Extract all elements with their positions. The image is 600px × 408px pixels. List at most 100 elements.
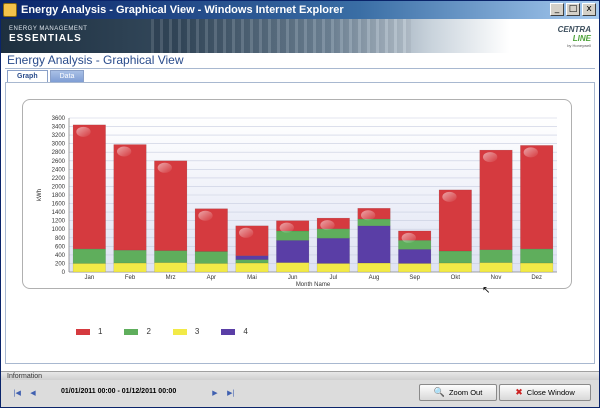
bar-highlight [442, 191, 457, 202]
y-tick-label: 3400 [52, 125, 66, 131]
x-tick-label: Jul [329, 275, 337, 281]
bar-series-3 [316, 263, 350, 273]
bar-series-2 [316, 228, 350, 239]
x-tick-label: Nov [491, 275, 502, 281]
legend-item[interactable]: 1 [76, 327, 102, 336]
close-window-button[interactable]: ✖ Close Window [499, 384, 591, 401]
tab-graph[interactable]: Graph [7, 70, 48, 82]
bar-highlight [360, 210, 376, 221]
legend-swatch-2 [124, 328, 139, 335]
close-x-icon: ✖ [515, 387, 523, 398]
bar-highlight [401, 232, 416, 243]
bar-series-1 [113, 144, 147, 251]
legend-label-4: 4 [243, 327, 248, 336]
centraline-logo: CENTRA LINE by Honeywell [543, 23, 591, 51]
bar-series-3 [194, 263, 228, 273]
ie-icon [3, 3, 17, 17]
bar-series-1 [154, 160, 188, 251]
bar-series-2 [72, 248, 106, 264]
bar-highlight [279, 222, 294, 233]
view-tabs: Graph Data [7, 70, 85, 82]
y-tick-label: 1600 [52, 202, 66, 208]
x-tick-label: Feb [125, 275, 136, 281]
graph-panel: 0 200 400 600 800 1000 1200 1400 1600 1800 2000 220… [5, 82, 595, 364]
brand-title: ESSENTIALS [9, 33, 82, 44]
legend-swatch-4 [221, 328, 236, 335]
bar-series-3 [276, 262, 310, 273]
close-window-label: Close Window [526, 388, 575, 397]
bar-series-2 [154, 250, 188, 263]
legend-swatch-3 [172, 328, 187, 335]
x-tick-label: Apr [207, 275, 216, 281]
bar-highlight [320, 220, 335, 231]
x-tick-label: Mai [247, 275, 257, 281]
legend-label-3: 3 [194, 327, 200, 336]
bar-series-2 [520, 248, 554, 264]
bar-highlight [523, 147, 538, 158]
bar-highlight [198, 210, 213, 221]
last-page-icon[interactable]: ▶| [227, 389, 235, 397]
legend-item[interactable]: 3 [172, 327, 200, 336]
bar-series-2 [235, 259, 269, 264]
bar-series-4 [316, 237, 350, 264]
bar-series-1 [72, 124, 106, 250]
previous-icon[interactable]: ◀ [30, 389, 36, 397]
bar-series-4 [398, 249, 432, 264]
y-tick-label: 3200 [52, 133, 66, 139]
y-tick-label: 2800 [52, 150, 66, 156]
magnifier-icon: 🔍 [433, 387, 445, 398]
bar-series-2 [113, 249, 147, 264]
page-title: Energy Analysis - Graphical View [7, 53, 184, 67]
bar-series-4 [276, 240, 310, 263]
x-axis-label: Month Name [296, 282, 331, 288]
energy-chart: 0 200 400 600 800 1000 1200 1400 1600 1800 2000 220… [37, 116, 557, 288]
y-tick-label: 1800 [52, 193, 66, 199]
close-button[interactable]: x [582, 3, 596, 16]
legend-item[interactable]: 2 [124, 327, 151, 336]
minimize-button[interactable]: _ [550, 3, 564, 16]
legend-item[interactable]: 4 [221, 327, 248, 336]
y-tick-label: 2400 [52, 167, 66, 173]
y-tick-label: 400 [55, 253, 66, 259]
next-icon[interactable]: ▶ [212, 389, 218, 397]
chart-frame: 0 200 400 600 800 1000 1200 1400 1600 1800 2000 220… [22, 99, 572, 289]
bar-series-4 [235, 255, 269, 260]
y-tick-label: 0 [62, 270, 66, 276]
y-tick-label: 3600 [52, 116, 66, 122]
bar-series-3 [479, 262, 513, 273]
bar-series-2 [479, 249, 513, 263]
logo-text-1: CENTRA [557, 25, 591, 34]
bar-highlight [116, 146, 132, 157]
bar-series-3 [398, 263, 432, 273]
bar-highlight [482, 152, 498, 163]
bar-series-3 [154, 262, 188, 273]
bar-highlight [76, 126, 91, 137]
bar-series-2 [398, 240, 432, 250]
bar-series-3 [235, 262, 269, 273]
bar-series-2 [194, 251, 228, 264]
legend-swatch-1 [76, 328, 90, 335]
y-tick-label: 200 [55, 261, 66, 267]
first-page-icon[interactable]: |◀ [13, 389, 21, 397]
y-tick-label: 3000 [52, 142, 66, 148]
title-divider [5, 68, 595, 69]
tab-data[interactable]: Data [49, 70, 85, 82]
bar-series-1 [479, 149, 513, 251]
bar-series-3 [357, 262, 391, 273]
bar-highlight [238, 227, 254, 238]
header-banner: ENERGY MANAGEMENT ESSENTIALS CENTRA LINE… [1, 19, 599, 53]
bar-series-3 [113, 262, 147, 273]
bar-series-3 [520, 262, 554, 273]
bar-series-2 [357, 218, 391, 227]
title-bar: Energy Analysis - Graphical View - Windo… [1, 1, 599, 19]
maximize-button[interactable]: □ [566, 3, 580, 16]
zoom-out-label: Zoom Out [448, 388, 483, 397]
x-tick-label: Jan [84, 275, 94, 281]
zoom-out-button[interactable]: 🔍 Zoom Out [419, 384, 497, 401]
bar-series-2 [438, 250, 472, 264]
date-range: 01/01/2011 00:00 - 01/12/2011 00:00 [61, 388, 177, 395]
bar-series-3 [72, 263, 106, 273]
x-tick-label: Dez [531, 275, 542, 281]
x-tick-label: Jun [288, 275, 298, 281]
